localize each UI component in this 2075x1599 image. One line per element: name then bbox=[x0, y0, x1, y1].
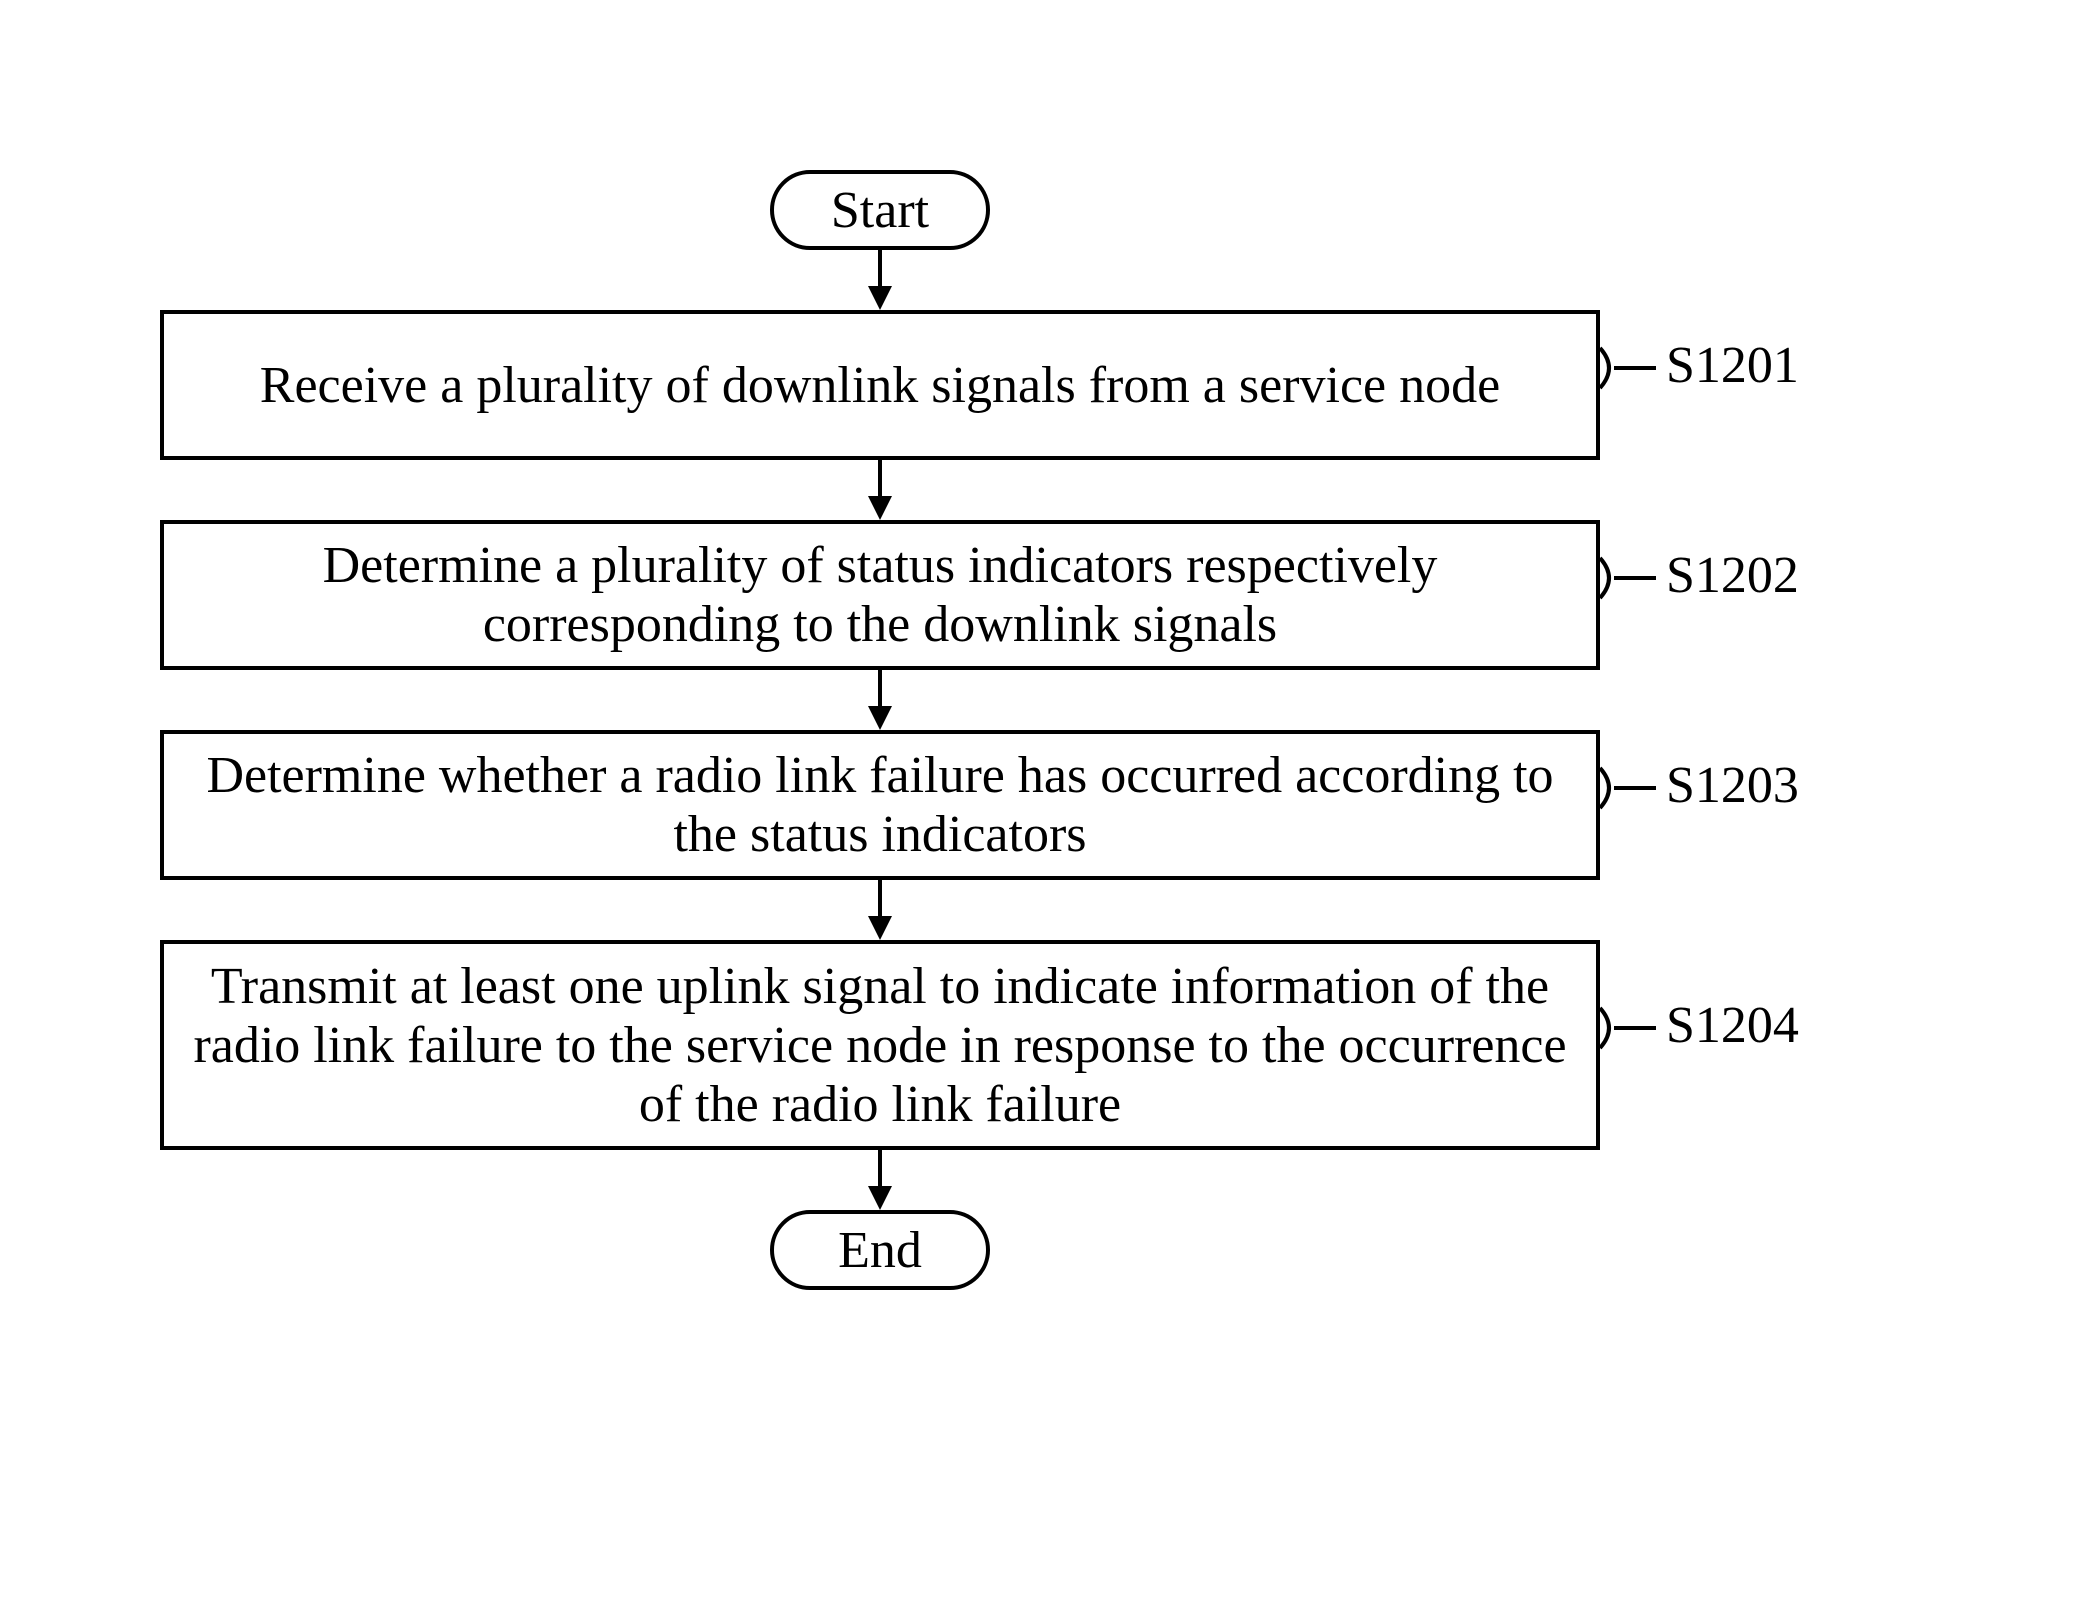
arrow-icon bbox=[160, 1150, 1600, 1210]
arrow-icon bbox=[160, 880, 1600, 940]
process-step-S1203: Determine whether a radio link failure h… bbox=[160, 730, 1600, 880]
flow-arrow bbox=[160, 460, 1600, 520]
step-id-label: S1204 bbox=[1666, 996, 1799, 1055]
process-step-S1204: Transmit at least one uplink signal to i… bbox=[160, 940, 1600, 1150]
process-step-text: Determine a plurality of status indicato… bbox=[184, 536, 1576, 654]
end-terminal: End bbox=[770, 1210, 990, 1290]
process-step-text: Determine whether a radio link failure h… bbox=[184, 746, 1576, 864]
process-step-text: Receive a plurality of downlink signals … bbox=[260, 356, 1500, 415]
start-terminal: Start bbox=[770, 170, 990, 250]
step-connector bbox=[1600, 553, 1660, 603]
process-step-S1201: Receive a plurality of downlink signals … bbox=[160, 310, 1600, 460]
flow-arrow bbox=[160, 250, 1600, 310]
step-id-label: S1202 bbox=[1666, 546, 1799, 605]
flow-arrow bbox=[160, 880, 1600, 940]
step-id-label: S1203 bbox=[1666, 756, 1799, 815]
step-connector bbox=[1600, 763, 1660, 813]
arrow-icon bbox=[160, 250, 1600, 310]
start-terminal-label: Start bbox=[831, 181, 929, 240]
step-connector bbox=[1600, 343, 1660, 393]
process-step-text: Transmit at least one uplink signal to i… bbox=[184, 957, 1576, 1134]
step-id-label: S1201 bbox=[1666, 336, 1799, 395]
arrow-icon bbox=[160, 670, 1600, 730]
flow-arrow bbox=[160, 1150, 1600, 1210]
arrow-icon bbox=[160, 460, 1600, 520]
flow-arrow bbox=[160, 670, 1600, 730]
process-step-S1202: Determine a plurality of status indicato… bbox=[160, 520, 1600, 670]
end-terminal-label: End bbox=[838, 1221, 922, 1280]
step-connector bbox=[1600, 1003, 1660, 1053]
